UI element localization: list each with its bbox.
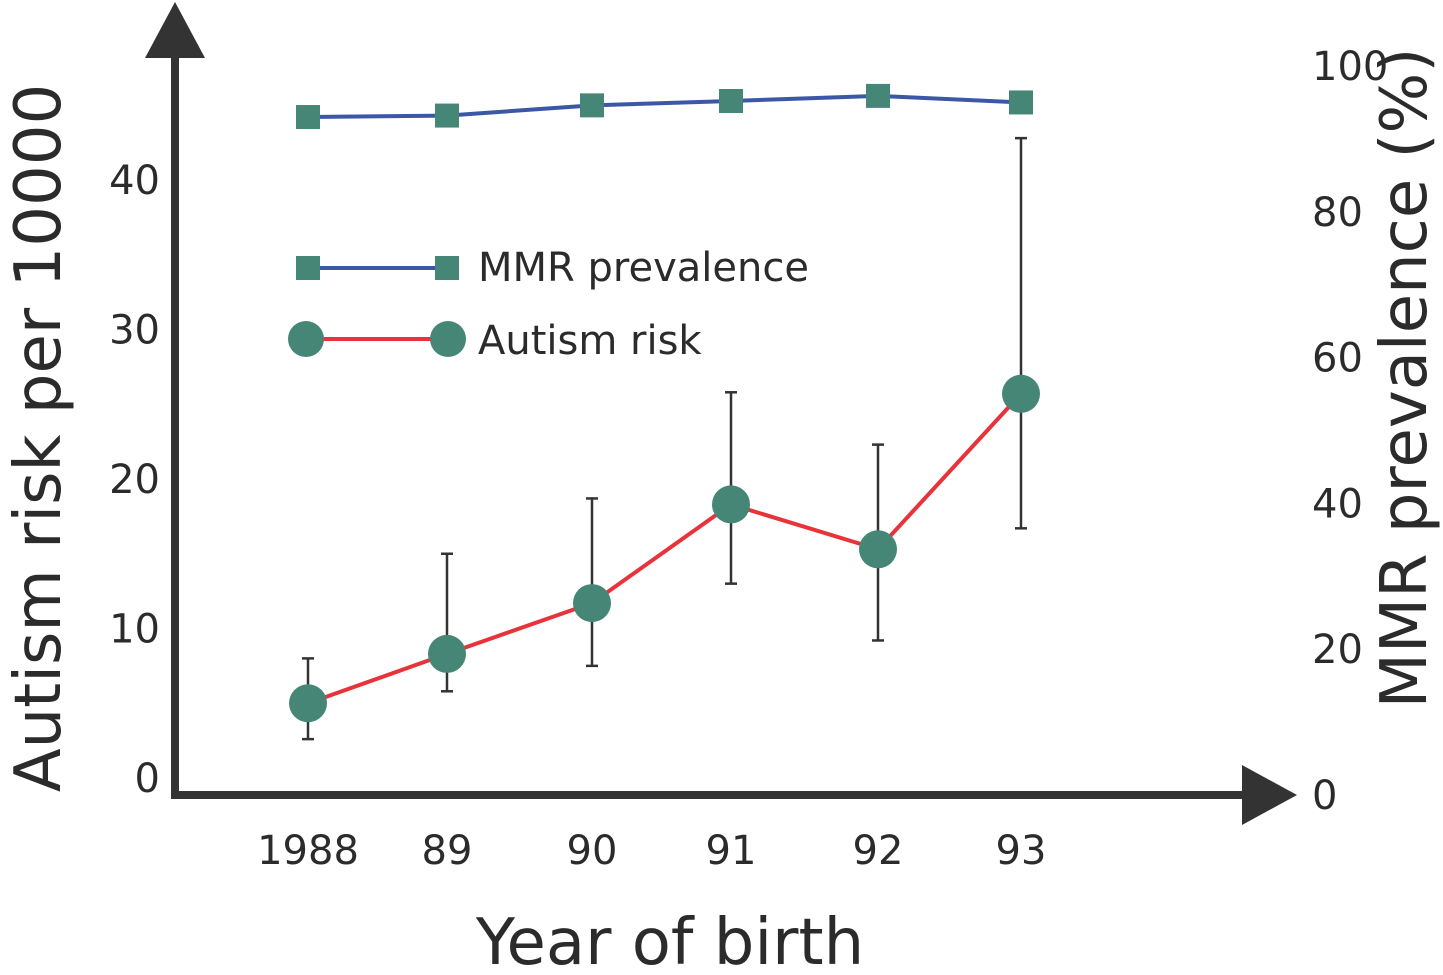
left-tick-label: 40 xyxy=(109,158,160,204)
x-tick-label: 92 xyxy=(853,828,904,874)
axes xyxy=(145,2,1297,825)
autism-marker xyxy=(289,684,327,723)
right-tick-label: 0 xyxy=(1312,773,1337,819)
x-tick-label: 91 xyxy=(706,828,757,874)
legend-marker-autism-right xyxy=(430,321,466,357)
autism-series-line xyxy=(307,392,1023,706)
left-tick-label: 20 xyxy=(109,457,160,503)
legend: MMR prevalence Autism risk xyxy=(288,245,809,364)
y-axis-title-right: MMR prevalence (%) xyxy=(1368,48,1442,709)
legend-label-autism: Autism risk xyxy=(478,318,702,364)
legend-label-mmr: MMR prevalence xyxy=(478,245,809,291)
series xyxy=(289,83,1040,723)
mmr-marker xyxy=(580,93,604,118)
x-axis-arrowhead xyxy=(1242,765,1297,825)
right-tick-label: 80 xyxy=(1312,190,1363,236)
left-tick-label: 0 xyxy=(135,756,160,802)
y-axis-arrowhead xyxy=(145,2,205,58)
x-axis-title: Year of birth xyxy=(475,906,864,971)
left-axis-ticks: 0 10 20 30 40 xyxy=(109,158,160,802)
mmr-series-line xyxy=(307,93,1022,120)
x-tick-label: 1988 xyxy=(257,828,359,874)
right-tick-label: 60 xyxy=(1312,336,1363,382)
mmr-marker xyxy=(296,105,320,130)
legend-marker-mmr-left xyxy=(296,256,320,280)
left-tick-label: 30 xyxy=(109,308,160,354)
left-tick-label: 10 xyxy=(109,607,160,653)
legend-marker-mmr-right xyxy=(435,256,459,280)
x-tick-label: 90 xyxy=(567,828,618,874)
mmr-marker xyxy=(866,83,890,108)
mmr-marker xyxy=(435,103,459,128)
x-axis-ticks: 1988 89 90 91 92 93 xyxy=(257,828,1046,874)
autism-marker xyxy=(1002,374,1040,413)
right-tick-label: 40 xyxy=(1312,481,1363,527)
x-tick-label: 93 xyxy=(996,828,1047,874)
autism-marker xyxy=(428,634,466,673)
y-axis-title-left: Autism risk per 10000 xyxy=(2,84,76,792)
autism-marker xyxy=(859,530,897,569)
right-tick-label: 20 xyxy=(1312,627,1363,673)
mmr-marker xyxy=(1009,90,1033,115)
autism-marker xyxy=(573,584,611,623)
error-bars xyxy=(302,136,1027,741)
right-axis-ticks: 0 20 40 60 80 100 xyxy=(1312,44,1388,819)
autism-marker xyxy=(712,485,750,524)
legend-marker-autism-left xyxy=(288,321,324,357)
x-tick-label: 89 xyxy=(422,828,473,874)
mmr-marker xyxy=(719,88,743,113)
right-tick-label: 100 xyxy=(1312,44,1388,90)
